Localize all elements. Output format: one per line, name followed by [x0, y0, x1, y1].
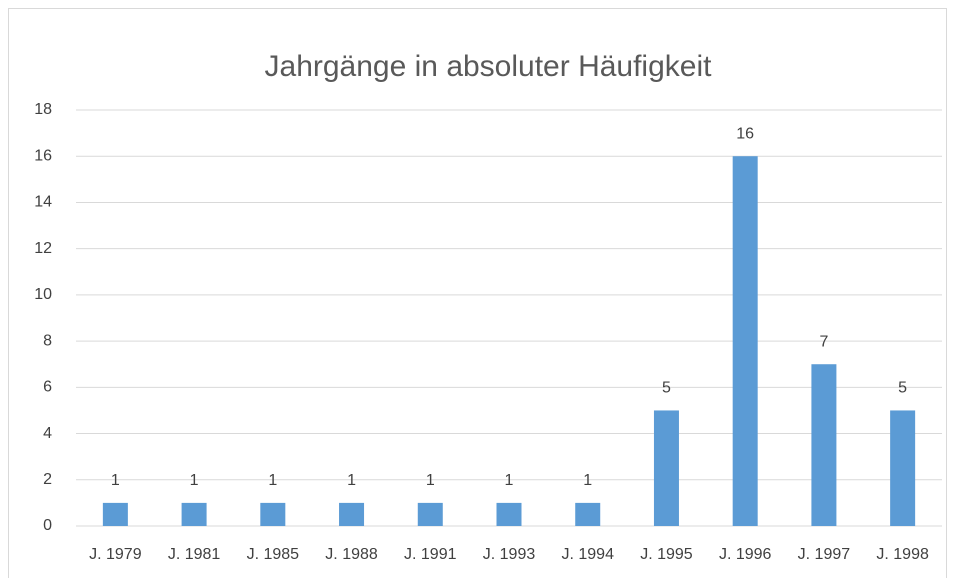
y-tick-label: 0 — [43, 517, 52, 534]
bar — [732, 156, 758, 526]
y-tick-label: 16 — [34, 147, 52, 164]
data-label: 1 — [190, 472, 199, 489]
bar — [260, 502, 286, 526]
bar — [496, 502, 522, 526]
bar — [417, 502, 443, 526]
x-tick-label: J. 1995 — [640, 546, 693, 563]
data-label: 1 — [111, 472, 120, 489]
data-label: 1 — [347, 472, 356, 489]
data-label: 1 — [583, 472, 592, 489]
data-label: 1 — [426, 472, 435, 489]
y-tick-label: 2 — [43, 471, 52, 488]
bar — [890, 410, 916, 526]
x-tick-label: J. 1985 — [247, 546, 300, 563]
chart-title: Jahrgänge in absoluter Häufigkeit — [265, 50, 713, 83]
y-tick-label: 4 — [43, 425, 52, 442]
x-tick-label: J. 1996 — [719, 546, 772, 563]
bar — [181, 502, 207, 526]
data-label: 16 — [736, 125, 754, 142]
x-tick-label: J. 1981 — [168, 546, 221, 563]
y-tick-label: 8 — [43, 332, 52, 349]
bar — [102, 502, 128, 526]
x-tick-label: J. 1979 — [89, 546, 142, 563]
bar — [811, 364, 837, 526]
bar — [339, 502, 365, 526]
x-tick-label: J. 1997 — [798, 546, 851, 563]
x-tick-label: J. 1994 — [561, 546, 614, 563]
y-tick-label: 6 — [43, 379, 52, 396]
data-label: 1 — [268, 472, 277, 489]
data-label: 5 — [662, 380, 671, 397]
x-tick-label: J. 1998 — [876, 546, 929, 563]
data-label: 1 — [505, 472, 514, 489]
data-label: 7 — [819, 333, 828, 350]
chart-border — [8, 8, 947, 578]
bar — [653, 410, 679, 526]
y-tick-label: 14 — [34, 194, 52, 211]
y-tick-label: 12 — [34, 240, 52, 257]
x-tick-label: J. 1988 — [325, 546, 378, 563]
y-tick-label: 10 — [34, 286, 52, 303]
x-tick-label: J. 1991 — [404, 546, 457, 563]
x-tick-label: J. 1993 — [483, 546, 536, 563]
bar — [575, 502, 601, 526]
y-tick-label: 18 — [34, 101, 52, 118]
data-label: 5 — [898, 380, 907, 397]
